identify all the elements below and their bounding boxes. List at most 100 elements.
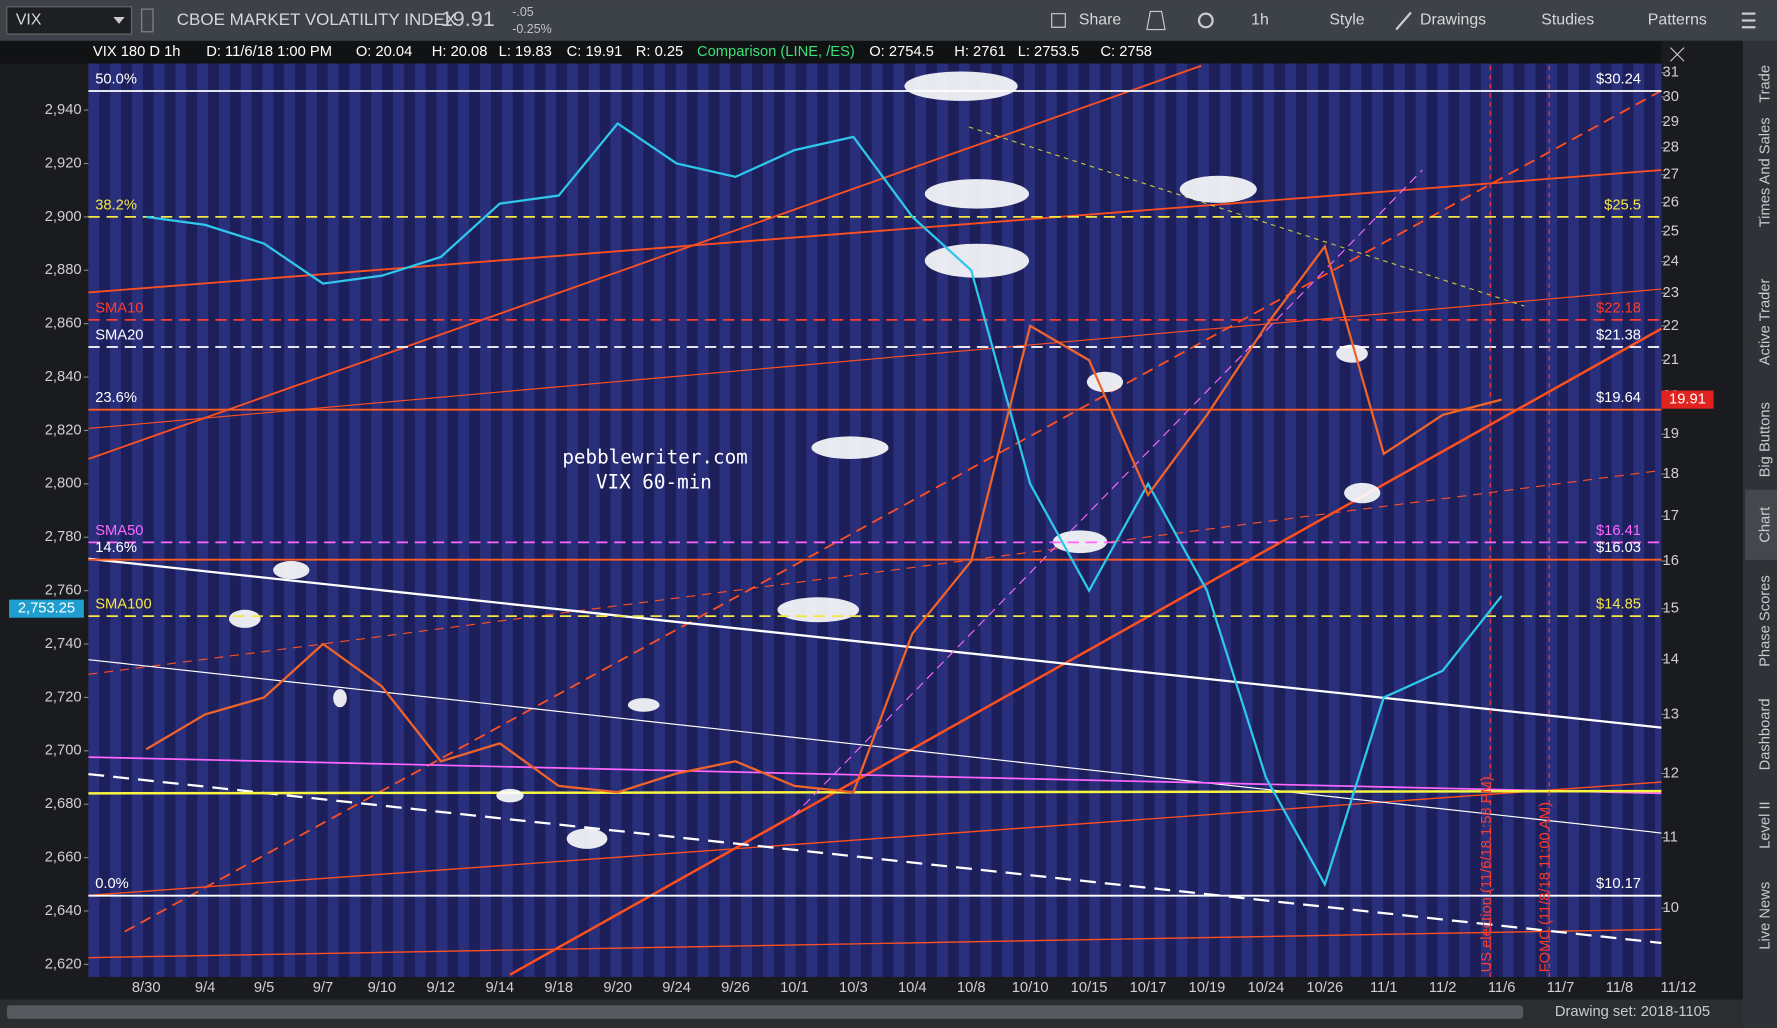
level-price: $19.64 xyxy=(1596,390,1641,406)
y2-tick-label: 27 xyxy=(1663,167,1679,183)
trend-line xyxy=(88,469,1662,675)
y-tick-label: 2,800 xyxy=(45,476,82,492)
interval-button[interactable]: 1h xyxy=(1251,12,1269,29)
info-cmp-high: H: 2761 xyxy=(954,44,1006,60)
watermark: VIX 60-min xyxy=(596,470,712,493)
info-close: C: 19.91 xyxy=(567,44,623,60)
drawing-set: Drawing set: 2018-1105 xyxy=(1555,1004,1710,1020)
sidebar-tab[interactable]: Big Buttons xyxy=(1758,402,1774,477)
x-tick-label: 10/1 xyxy=(780,980,809,996)
trend-line xyxy=(88,64,1202,460)
marker-ellipse xyxy=(1336,344,1368,363)
y2-tick-label: 26 xyxy=(1663,194,1679,210)
level-price: $30.24 xyxy=(1596,72,1641,88)
info-bar xyxy=(0,40,1744,64)
y-tick-label: 2,940 xyxy=(45,102,82,118)
y2-tick-label: 30 xyxy=(1663,89,1679,105)
sidebar-tab[interactable]: Active Trader xyxy=(1758,278,1774,365)
y2-tick-label: 28 xyxy=(1663,140,1679,156)
y-tick-label: 2,700 xyxy=(45,743,82,759)
y2-tick-label: 11 xyxy=(1663,830,1678,846)
x-tick-label: 9/5 xyxy=(254,980,274,996)
x-tick-label: 9/12 xyxy=(427,980,456,996)
x-tick-label: 10/24 xyxy=(1247,980,1284,996)
share-icon[interactable] xyxy=(1051,13,1066,28)
x-tick-label: 8/30 xyxy=(132,980,161,996)
x-tick-label: 9/18 xyxy=(544,980,573,996)
scrollbar[interactable] xyxy=(6,1005,1524,1019)
level-price: $21.38 xyxy=(1596,328,1641,344)
net-change: -.05 xyxy=(512,5,534,19)
level-price: $25.5 xyxy=(1604,197,1641,213)
level-tag: SMA100 xyxy=(95,597,151,613)
sidebar-tab[interactable]: Times And Sales xyxy=(1758,117,1774,227)
y-tick-label: 2,880 xyxy=(45,262,82,278)
drawings-button[interactable]: Drawings xyxy=(1420,12,1486,29)
y-tick-label: 2,620 xyxy=(45,956,82,972)
marker-ellipse xyxy=(273,561,310,580)
sidebar-tab[interactable]: Live News xyxy=(1758,882,1774,950)
collapse-icon[interactable] xyxy=(1670,47,1685,62)
symbol-box[interactable] xyxy=(6,6,133,35)
x-tick-label: 10/10 xyxy=(1012,980,1049,996)
trend-line xyxy=(88,781,1662,897)
patterns-button[interactable]: Patterns xyxy=(1648,12,1707,29)
settings-icon[interactable] xyxy=(1197,12,1214,29)
level-price: $16.41 xyxy=(1596,523,1641,539)
x-tick-label: 11/2 xyxy=(1429,980,1457,996)
flask-icon[interactable] xyxy=(1146,10,1166,31)
x-tick-label: 9/24 xyxy=(662,980,691,996)
drawings xyxy=(88,64,1663,976)
y-tick-label: 2,780 xyxy=(45,529,82,545)
sidebar-tab[interactable]: Trade xyxy=(1758,65,1774,103)
style-button[interactable]: Style xyxy=(1329,12,1364,29)
marker-ellipse xyxy=(228,609,261,628)
menu-icon[interactable] xyxy=(1741,12,1756,29)
x-tick-label: 9/7 xyxy=(313,980,333,996)
info-study: VIX 180 D 1h xyxy=(93,44,181,60)
marker-ellipse xyxy=(1344,482,1381,504)
x-tick-label: 10/8 xyxy=(957,980,986,996)
y2-tick-label: 19 xyxy=(1663,426,1679,442)
y-tick-label: 2,760 xyxy=(45,583,82,599)
x-tick-label: 11/8 xyxy=(1606,980,1634,996)
sidebar-tab[interactable]: Chart xyxy=(1758,507,1774,543)
share-button[interactable]: Share xyxy=(1079,12,1121,29)
level-tag: SMA20 xyxy=(95,328,143,344)
info-high: H: 20.08 xyxy=(432,44,488,60)
info-cmp-open: O: 2754.5 xyxy=(869,44,934,60)
left-axis xyxy=(0,63,89,977)
dropdown-icon[interactable] xyxy=(113,17,125,24)
marker-ellipse xyxy=(924,179,1030,209)
y2-tick-label: 16 xyxy=(1663,553,1679,569)
level-tag: SMA10 xyxy=(95,300,143,316)
trend-line xyxy=(792,169,1423,817)
y2-tick-label: 29 xyxy=(1663,114,1679,130)
marker-ellipse xyxy=(904,71,1018,101)
marker-ellipse xyxy=(1086,371,1124,393)
info-date: D: 11/6/18 1:00 PM xyxy=(206,44,332,60)
sidebar-tab[interactable]: Phase Scores xyxy=(1758,575,1774,667)
x-tick-label: 11/1 xyxy=(1370,980,1398,996)
x-tick-label: 9/20 xyxy=(603,980,632,996)
x-tick-label: 10/26 xyxy=(1306,980,1343,996)
sidebar-tab[interactable]: Level II xyxy=(1758,801,1774,848)
trend-line xyxy=(968,126,1525,307)
x-tick-label: 10/15 xyxy=(1071,980,1108,996)
studies-button[interactable]: Studies xyxy=(1541,12,1594,29)
y2-tick-label: 15 xyxy=(1663,601,1679,617)
level-tag: 0.0% xyxy=(95,876,129,892)
sidebar-tab[interactable]: Dashboard xyxy=(1758,698,1774,770)
link-icon[interactable] xyxy=(141,8,154,33)
info-line: VIX 180 D 1h D: 11/6/18 1:00 PM O: 20.04… xyxy=(93,44,1152,60)
trend-line xyxy=(124,89,1662,933)
chart-layer: 2,620 2,640 2,660 2,680 2,700 2,720 2,740 2,760… xyxy=(9,65,1714,996)
level-tag: 14.6% xyxy=(95,540,137,556)
level-price: $14.85 xyxy=(1596,597,1641,613)
level-price: $22.18 xyxy=(1596,300,1641,316)
y-tick-label: 2,640 xyxy=(45,903,82,919)
drawings-icon[interactable] xyxy=(1395,11,1412,31)
trend-line xyxy=(88,557,1662,729)
last-compare-tag xyxy=(9,599,84,618)
marker-ellipse xyxy=(566,828,608,849)
